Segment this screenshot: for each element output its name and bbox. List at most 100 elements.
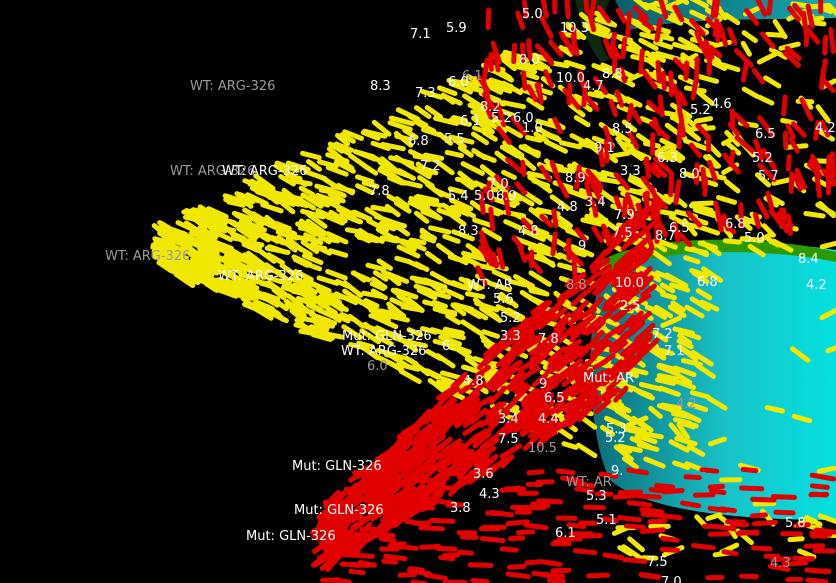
mut-bond-stick — [570, 300, 590, 318]
mut-bond-stick — [399, 473, 418, 479]
mut-bond-stick — [344, 492, 358, 508]
wt-bond-stick — [653, 143, 672, 156]
mut-bond-stick — [493, 409, 511, 423]
mut-bond-stick — [755, 0, 768, 17]
mut-bond-stick — [485, 403, 502, 417]
distance-label: 6.5 — [544, 391, 565, 406]
mut-bond-stick — [570, 289, 589, 307]
wt-bond-stick — [208, 215, 228, 229]
mut-bond-stick — [481, 57, 490, 82]
wt-bond-stick — [721, 135, 738, 146]
mut-bond-stick — [644, 156, 651, 179]
wt-bond-stick — [652, 330, 669, 343]
mut-bond-stick — [602, 125, 615, 150]
wt-bond-stick — [419, 366, 440, 380]
mut-bond-stick — [343, 486, 368, 495]
mut-bond-stick — [505, 571, 531, 580]
mut-bond-stick — [727, 121, 741, 137]
distance-label: 4.4 — [538, 412, 559, 427]
mut-bond-stick — [633, 246, 654, 264]
mut-bond-stick — [525, 399, 541, 417]
distance-label: 3.4 — [498, 412, 519, 427]
wt-bond-stick — [440, 370, 465, 381]
mut-bond-stick — [525, 254, 543, 274]
mut-bond-stick — [482, 100, 493, 119]
wt-bond-stick — [415, 161, 433, 177]
wt-bond-stick — [262, 307, 284, 320]
mut-bond-stick — [613, 273, 628, 289]
wt-bond-stick — [442, 287, 465, 301]
wt-bond-stick — [429, 290, 452, 300]
wt-bond-stick — [573, 115, 591, 128]
distance-label: 6.5 — [669, 221, 690, 236]
wt-bond-stick — [413, 283, 433, 294]
residue-label: WT: AR — [467, 278, 513, 293]
mut-bond-stick — [483, 248, 494, 267]
wt-bond-stick — [670, 300, 686, 313]
wt-bond-stick — [594, 22, 611, 34]
mut-bond-stick — [531, 351, 550, 368]
wt-bond-stick — [325, 165, 349, 177]
wt-bond-stick — [208, 210, 227, 222]
mut-bond-stick — [514, 181, 528, 196]
wt-bond-stick — [502, 140, 525, 158]
wt-bond-stick — [406, 327, 424, 338]
wt-bond-stick — [530, 56, 551, 71]
mut-bond-stick — [708, 45, 723, 59]
wt-bond-stick — [336, 182, 355, 196]
wt-bond-stick — [197, 224, 218, 241]
wt-bond-stick — [535, 118, 559, 130]
wt-bond-stick — [380, 142, 406, 152]
mut-bond-stick — [569, 343, 592, 363]
mut-bond-stick — [430, 406, 452, 424]
wt-bond-stick — [292, 257, 310, 268]
mut-bond-stick — [719, 506, 737, 514]
mut-bond-stick — [694, 56, 700, 77]
wt-bond-stick — [696, 74, 719, 84]
mut-bond-stick — [485, 180, 492, 199]
wt-bond-stick — [358, 343, 380, 360]
wt-bond-stick — [804, 514, 823, 527]
wt-bond-stick — [203, 281, 220, 293]
wt-bond-stick — [465, 291, 486, 300]
wt-bond-stick — [816, 465, 836, 474]
wt-bond-stick — [315, 287, 334, 303]
wt-bond-stick — [306, 159, 322, 172]
wt-bond-stick — [504, 309, 524, 322]
mut-bond-stick — [597, 144, 605, 168]
distance-label: 3.4 — [585, 195, 606, 210]
mut-bond-stick — [415, 503, 436, 511]
mut-bond-stick — [495, 349, 515, 368]
mut-bond-stick — [496, 126, 512, 145]
mut-bond-stick — [616, 314, 636, 336]
mut-bond-stick — [583, 0, 590, 13]
wt-bond-stick — [668, 439, 690, 453]
mut-bond-stick — [545, 325, 567, 344]
wt-bond-stick — [333, 141, 354, 153]
distance-label: 3.8 — [450, 501, 471, 516]
wt-bond-stick — [768, 47, 789, 60]
mut-bond-stick — [482, 419, 500, 438]
wt-bond-stick — [454, 176, 474, 185]
mut-bond-stick — [677, 90, 688, 107]
mut-bond-stick — [710, 523, 737, 532]
wt-bond-stick — [659, 137, 678, 150]
mut-bond-stick — [571, 390, 593, 408]
mut-bond-stick — [507, 564, 527, 570]
distance-label: 6.1 — [460, 114, 481, 129]
wt-bond-stick — [686, 444, 706, 457]
distance-label: 5.4 — [448, 189, 469, 204]
mut-bond-stick — [496, 421, 513, 437]
wt-bond-stick — [352, 209, 373, 222]
wt-bond-stick — [827, 3, 836, 17]
distance-label: 8.8 — [566, 278, 587, 293]
distance-label: 7.5 — [498, 432, 519, 447]
mut-bond-stick — [659, 546, 681, 553]
mut-bond-stick — [559, 283, 581, 300]
wt-bond-stick — [228, 287, 252, 296]
mut-bond-stick — [805, 3, 815, 29]
wt-bond-stick — [379, 156, 399, 173]
mut-bond-stick — [810, 153, 822, 171]
wt-bond-stick — [279, 263, 300, 279]
